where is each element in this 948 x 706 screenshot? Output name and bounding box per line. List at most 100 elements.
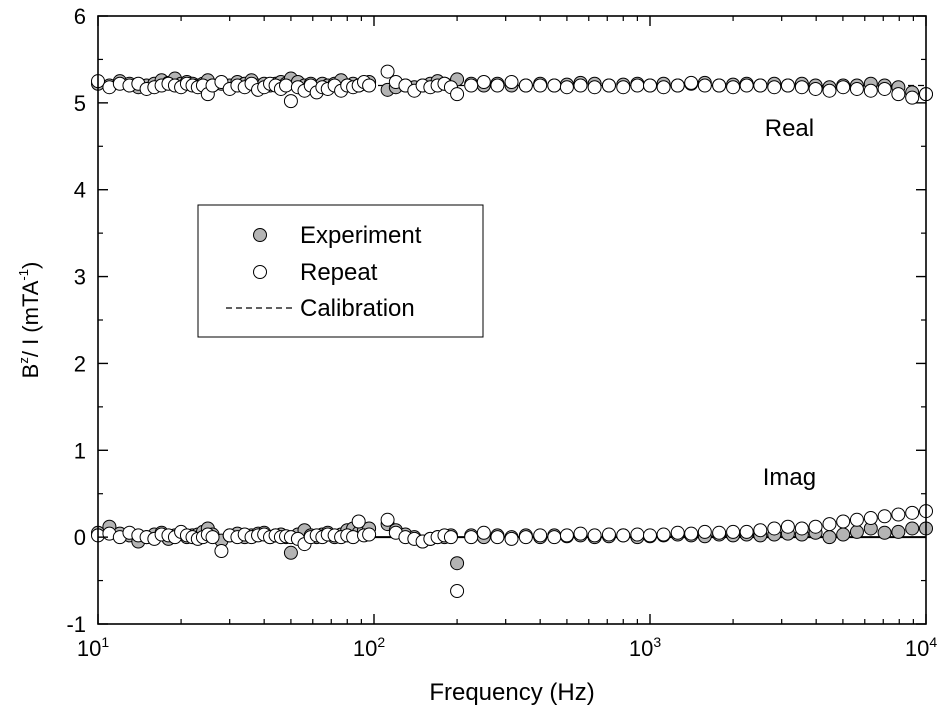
- y-axis-title: Bz/ I (mTA-1): [16, 262, 43, 379]
- y-axis-title-mid: / I (mTA: [18, 280, 43, 357]
- repeat-real-point: [767, 80, 782, 95]
- y-axis-title-end: ): [18, 262, 43, 269]
- repeat-real-point: [697, 78, 712, 93]
- repeat-real-point: [630, 78, 645, 93]
- experiment-imag-point: [283, 545, 298, 560]
- x-axis-title: Frequency (Hz): [429, 679, 594, 706]
- y-tick-label: 6: [74, 4, 86, 29]
- repeat-real-point: [794, 80, 809, 95]
- repeat-imag-point: [670, 525, 685, 540]
- repeat-real-point: [684, 75, 699, 90]
- y-tick-label: 0: [74, 525, 86, 550]
- y-axis-title-b: B: [18, 364, 43, 379]
- legend-label-calibration: Calibration: [300, 295, 415, 322]
- repeat-imag-point: [351, 514, 366, 529]
- repeat-real-point: [739, 78, 754, 93]
- repeat-imag-point: [684, 526, 699, 541]
- repeat-real-point: [643, 78, 657, 93]
- repeat-imag-point: [836, 514, 851, 529]
- repeat-real-point: [905, 90, 920, 105]
- repeat-imag-point: [587, 528, 602, 543]
- repeat-real-point: [836, 80, 851, 95]
- repeat-imag-point: [518, 530, 533, 545]
- repeat-real-point: [283, 94, 298, 109]
- experiment-imag-point: [849, 524, 864, 539]
- legend-label-repeat: Repeat: [300, 259, 378, 286]
- annotations-layer: Real Imag: [763, 115, 816, 491]
- experiment-imag-point: [836, 527, 851, 542]
- repeat-imag-point: [450, 583, 465, 598]
- experiment-imag-point: [822, 530, 837, 545]
- annotation-imag: Imag: [763, 464, 816, 491]
- y-axis-title-sup1: z: [16, 357, 31, 364]
- repeat-imag-point: [616, 528, 631, 543]
- y-tick-label: 3: [74, 265, 86, 290]
- repeat-real-point: [656, 80, 671, 95]
- repeat-real-point: [464, 78, 479, 93]
- repeat-real-point: [504, 75, 519, 90]
- repeat-real-point: [616, 80, 631, 95]
- repeat-real-point: [726, 80, 741, 95]
- repeat-imag-point: [601, 527, 616, 542]
- y-axis-title-sup2: -1: [16, 269, 31, 281]
- repeat-imag-point: [726, 524, 741, 539]
- ticks-layer: -1 0 1 2 3 4 5 6 101 102 103 104: [66, 4, 937, 661]
- x-tick-label: 102: [353, 634, 385, 661]
- repeat-imag-point: [476, 525, 491, 540]
- y-tick-label: 2: [74, 351, 86, 376]
- x-tick-label: 101: [77, 634, 109, 661]
- repeat-imag-point: [863, 511, 878, 526]
- legend-box: [197, 204, 484, 338]
- x-tick-label: 103: [629, 634, 661, 661]
- repeat-real-point: [670, 78, 685, 93]
- repeat-imag-point: [794, 521, 809, 536]
- y-tick-label: 5: [74, 91, 86, 116]
- repeat-real-point: [877, 81, 892, 96]
- legend-marker-experiment: [253, 228, 267, 242]
- repeat-imag-point: [214, 544, 229, 559]
- experiment-imag-point: [891, 524, 906, 539]
- repeat-imag-point: [464, 530, 479, 545]
- repeat-real-point: [891, 87, 906, 102]
- repeat-imag-point: [739, 524, 754, 539]
- repeat-real-point: [518, 78, 533, 93]
- repeat-imag-point: [780, 519, 795, 534]
- y-tick-label: -1: [66, 612, 86, 637]
- repeat-imag-point: [443, 530, 458, 545]
- experiment-imag-point: [877, 525, 892, 540]
- repeat-real-point: [780, 78, 795, 93]
- experiment-imag-point: [450, 556, 465, 571]
- legend-label-experiment: Experiment: [300, 222, 422, 249]
- repeat-real-point: [573, 78, 588, 93]
- repeat-imag-point: [630, 527, 645, 542]
- repeat-imag-point: [559, 528, 574, 543]
- legend: Experiment Repeat Calibration: [197, 204, 484, 338]
- repeat-real-point: [533, 78, 548, 93]
- repeat-real-point: [547, 78, 562, 93]
- x-tick-label: 104: [905, 634, 937, 661]
- repeat-imag-point: [712, 525, 727, 540]
- y-tick-label: 4: [74, 178, 86, 203]
- repeat-real-point: [380, 64, 395, 79]
- repeat-imag-point: [767, 521, 782, 536]
- repeat-imag-point: [362, 527, 377, 542]
- repeat-imag-point: [849, 512, 864, 527]
- legend-marker-repeat: [253, 265, 267, 279]
- repeat-real-point: [863, 83, 878, 98]
- repeat-imag-point: [891, 507, 906, 522]
- repeat-real-point: [450, 87, 465, 102]
- points-layer: [91, 64, 933, 598]
- repeat-imag-point: [643, 528, 657, 543]
- repeat-real-point: [279, 78, 294, 93]
- repeat-real-point: [753, 78, 768, 93]
- repeat-real-point: [808, 81, 823, 96]
- y-tick-label: 1: [74, 438, 86, 463]
- repeat-imag-point: [905, 505, 920, 520]
- experiment-imag-point: [905, 521, 920, 536]
- repeat-imag-point: [547, 530, 562, 545]
- repeat-imag-point: [573, 526, 588, 541]
- repeat-real-point: [362, 78, 377, 93]
- repeat-imag-point: [504, 531, 519, 546]
- repeat-real-point: [712, 78, 727, 93]
